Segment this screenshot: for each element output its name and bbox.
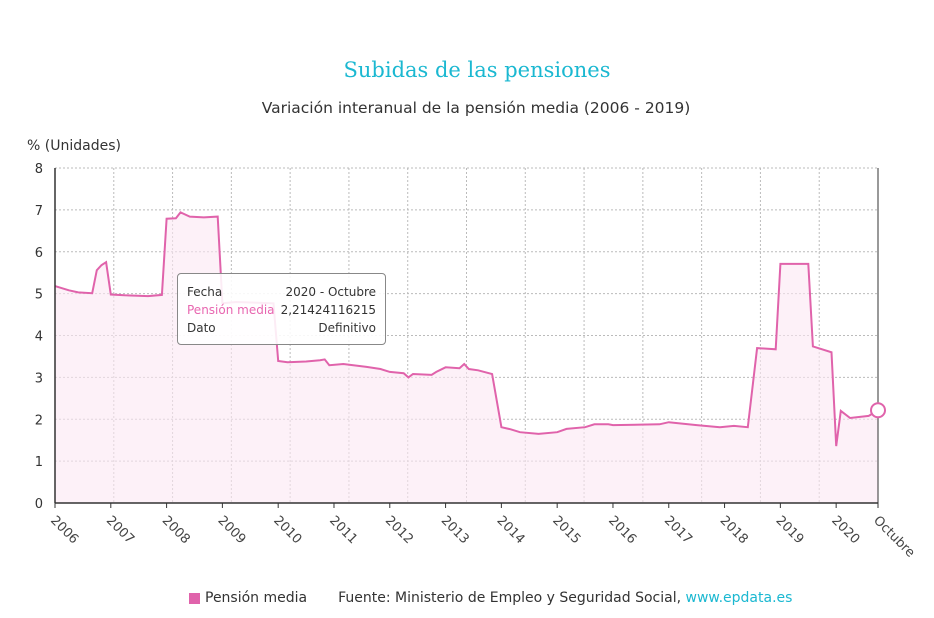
x-tick-label: 2014 [494,513,528,547]
source-note: Fuente: Ministerio de Empleo y Seguridad… [338,590,792,606]
source-text: Fuente: Ministerio de Empleo y Seguridad… [338,590,686,606]
x-tick-label: 2018 [717,513,751,547]
tooltip-value: 2020 - Octubre [285,285,376,299]
series-area [55,212,878,503]
chart-subtitle: Variación interanual de la pensión media… [261,99,691,117]
legend-item-pension-media[interactable]: Pensión media [205,590,308,606]
x-tick-label: 2007 [103,513,137,547]
y-tick-label: 7 [35,204,43,219]
source-link[interactable]: www.epdata.es [685,590,793,606]
x-tick-label: 2020 [828,513,862,547]
tooltip: Fecha 2020 - Octubre Pensión media 2,214… [177,273,386,345]
legend-swatch [189,592,200,604]
y-tick-label: 2 [35,413,43,428]
y-tick-label: 6 [35,246,43,261]
tooltip-value: Definitivo [318,321,376,335]
x-tick-label: 2009 [215,513,249,547]
x-tick-label: 2010 [270,513,304,547]
y-tick-label: 3 [35,371,43,386]
x-tick-label: 2011 [326,513,360,547]
x-tick-label: 2016 [605,513,639,547]
tooltip-label: Dato [187,321,216,335]
y-axis-label: % (Unidades) [27,138,121,154]
y-tick-label: 0 [35,497,43,512]
y-tick-label: 1 [35,455,43,470]
x-tick-label: 2006 [47,513,81,547]
x-tick-label: 2015 [549,513,583,547]
tooltip-label: Fecha [187,285,223,299]
y-tick-label: 8 [35,162,43,177]
x-tick-label: 2019 [773,513,807,547]
tooltip-row-fecha: Fecha 2020 - Octubre [187,283,376,301]
x-tick-label: 2013 [438,513,472,547]
tooltip-row-series: Pensión media 2,21424116215 [187,301,376,319]
x-tick-label: 2012 [382,513,416,547]
chart-title: Subidas de las pensiones [343,58,611,82]
hover-point-marker[interactable] [870,402,886,419]
x-tick-label: Octubre [870,513,917,560]
series-line[interactable] [54,211,879,447]
x-tick-label: 2008 [159,513,193,547]
tooltip-value: 2,21424116215 [280,303,376,317]
y-tick-label: 4 [35,330,43,345]
tooltip-label: Pensión media [187,303,275,317]
legend: Pensión media Fuente: Ministerio de Empl… [189,590,792,606]
x-tick-label: 2017 [661,513,695,547]
tooltip-row-dato: Dato Definitivo [187,319,376,337]
y-tick-label: 5 [35,288,43,303]
